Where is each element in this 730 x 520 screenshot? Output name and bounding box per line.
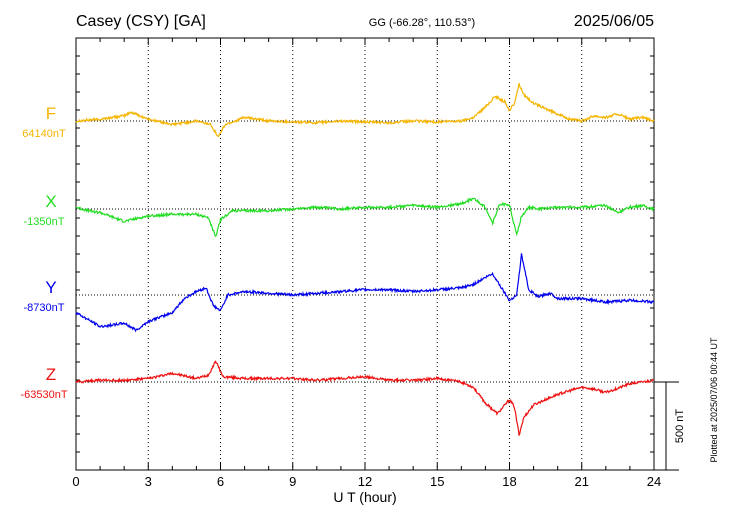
series-name-y: Y	[45, 278, 56, 297]
series-name-f: F	[46, 104, 56, 123]
scale-bar: 500 nT	[654, 381, 686, 471]
x-tick-label-6: 6	[217, 474, 224, 489]
series-line-y	[75, 253, 655, 333]
x-tick-label-18: 18	[502, 474, 516, 489]
series-baseline-f: 64140nT	[22, 128, 66, 140]
series-baseline-z: -63530nT	[20, 389, 67, 401]
station-title: Casey (CSY) [GA]	[76, 13, 206, 30]
series-labels: F 64140nT X -1350nT Y -8730nT Z -63530nT	[20, 104, 67, 401]
x-tick-label-0: 0	[72, 474, 79, 489]
scale-bar-label: 500 nT	[674, 409, 686, 444]
date-label: 2025/06/05	[574, 13, 654, 30]
x-tick-label-24: 24	[647, 474, 661, 489]
x-axis-label: U T (hour)	[333, 489, 396, 505]
x-tick-label-9: 9	[289, 474, 296, 489]
x-tick-label-21: 21	[575, 474, 589, 489]
x-tick-label-3: 3	[145, 474, 152, 489]
series-baseline-y: -8730nT	[24, 302, 65, 314]
coords-label: GG (-66.28°, 110.53°)	[369, 17, 475, 29]
series-name-z: Z	[46, 365, 56, 384]
x-tick-label-15: 15	[430, 474, 444, 489]
plotted-at-label: Plotted at 2025/07/06 00:44 UT	[709, 337, 719, 463]
series-name-x: X	[45, 192, 56, 211]
grid-lines	[147, 38, 583, 470]
x-tick-label-12: 12	[358, 474, 372, 489]
series-baseline-x: -1350nT	[24, 216, 65, 228]
axis-ticks: 0 3 6 9 12 15 18 21 24	[72, 37, 661, 489]
series-line-x	[75, 197, 655, 237]
series-lines	[75, 82, 655, 436]
series-line-z	[75, 360, 655, 436]
series-line-f	[75, 82, 655, 138]
